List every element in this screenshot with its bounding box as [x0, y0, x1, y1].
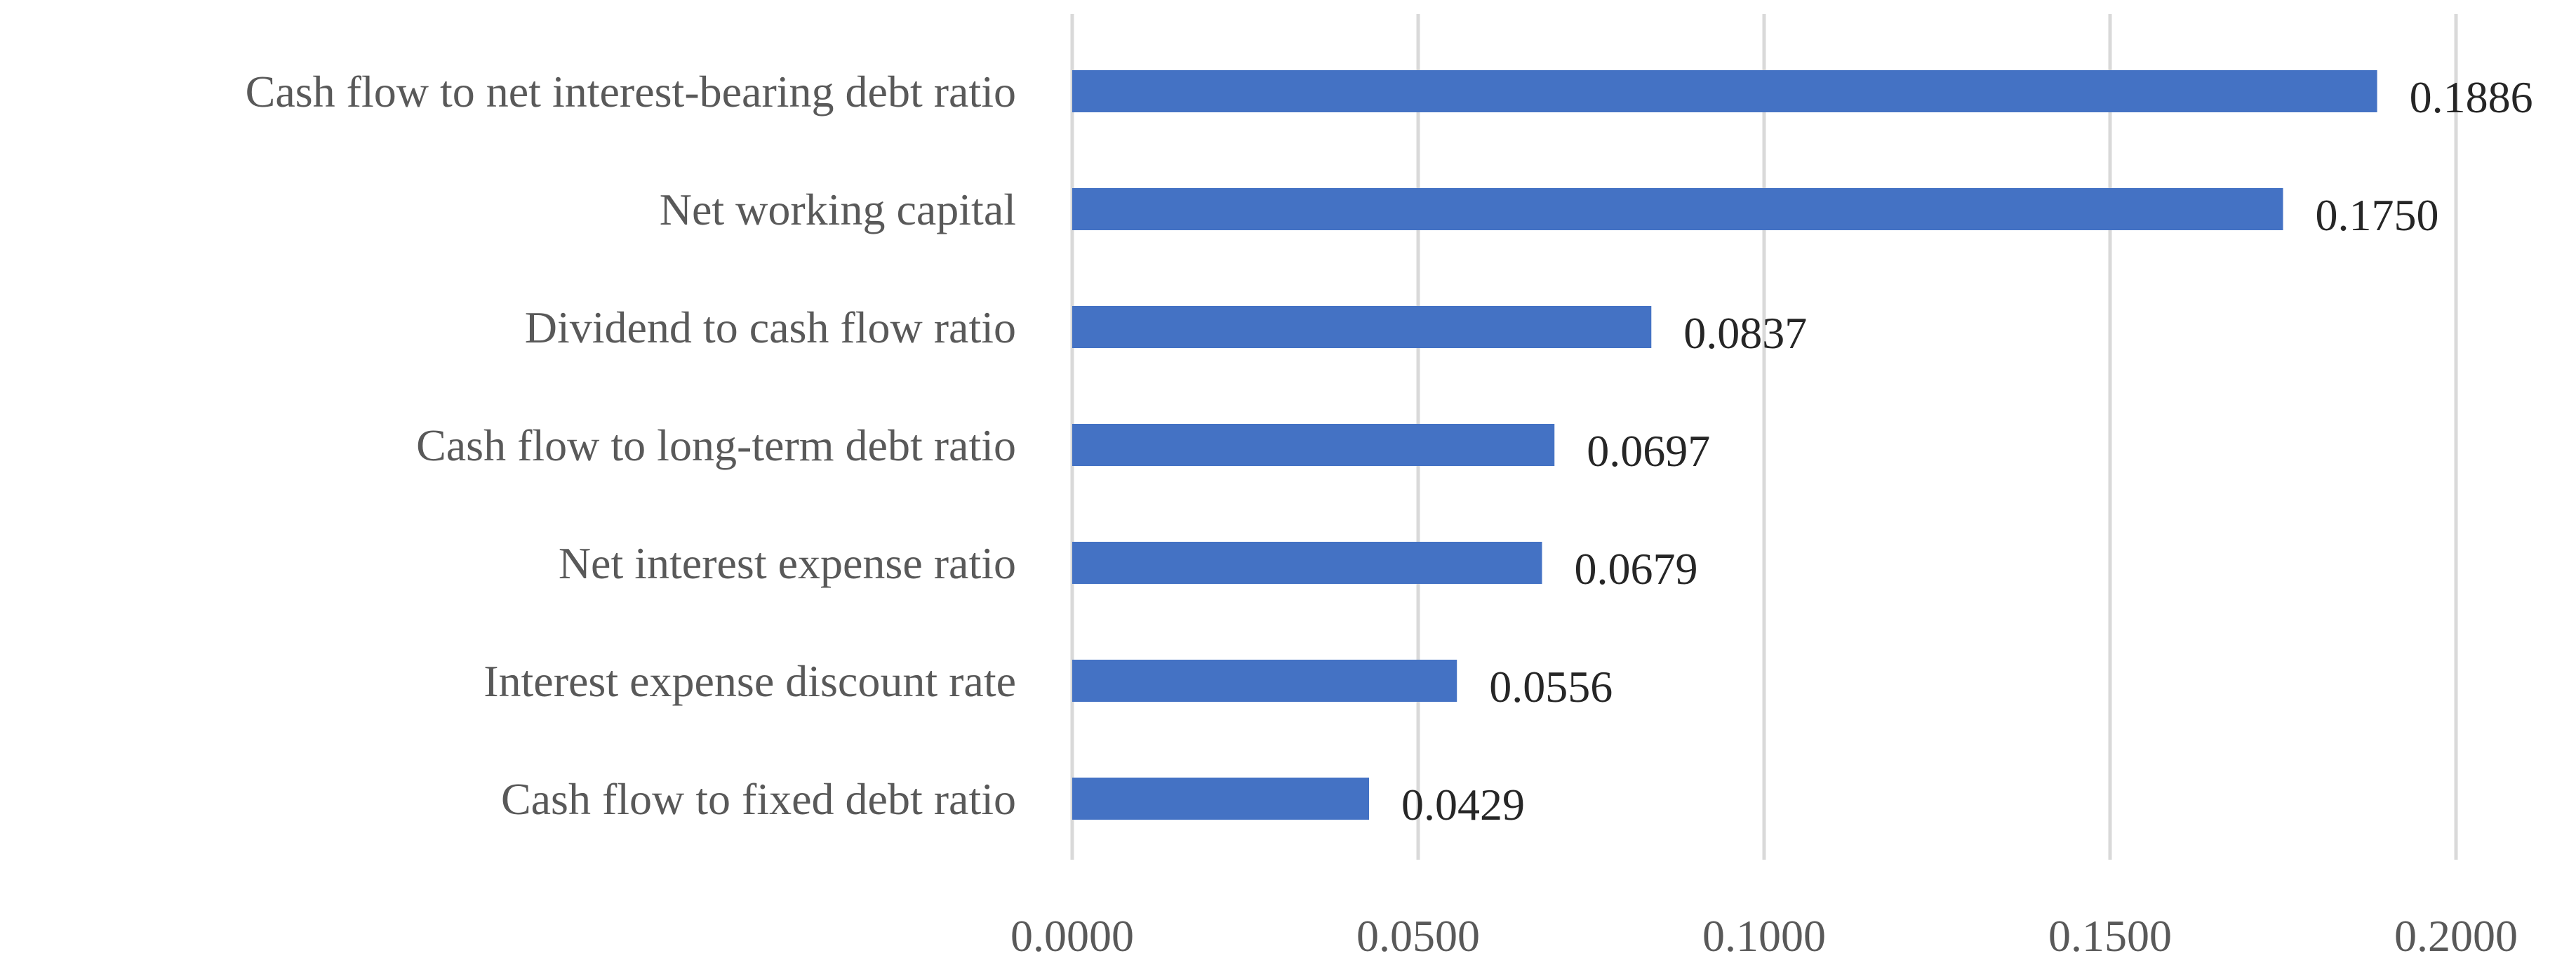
category-label: Dividend to cash flow ratio — [525, 302, 1016, 352]
data-label: 0.1750 — [2316, 190, 2439, 240]
category-labels: Cash flow to net interest-bearing debt r… — [246, 67, 1016, 824]
bar — [1072, 188, 2283, 230]
data-label: 0.0429 — [1401, 780, 1525, 830]
data-label: 0.0837 — [1683, 308, 1807, 358]
category-label: Net working capital — [660, 185, 1016, 234]
x-tick-label: 0.0500 — [1356, 911, 1480, 961]
data-labels: 0.1886 0.1750 0.0837 0.0697 0.0679 0.0556 0.04… — [1401, 72, 2533, 830]
data-label: 0.0679 — [1574, 544, 1697, 594]
category-label: Cash flow to long-term debt ratio — [416, 420, 1016, 470]
data-label: 0.0556 — [1489, 662, 1613, 712]
category-label: Cash flow to fixed debt ratio — [501, 774, 1016, 824]
bar — [1072, 660, 1457, 702]
bar — [1072, 778, 1369, 820]
category-label: Net interest expense ratio — [559, 538, 1016, 588]
x-tick-label: 0.2000 — [2394, 911, 2518, 961]
x-tick-label: 0.1500 — [2048, 911, 2172, 961]
data-label: 0.0697 — [1587, 426, 1710, 476]
category-label: Interest expense discount rate — [483, 656, 1016, 706]
x-axis-tick-labels: 0.0000 0.0500 0.1000 0.1500 0.2000 — [1010, 911, 2518, 961]
bar — [1072, 70, 2377, 112]
bars — [1072, 70, 2377, 820]
bar — [1072, 424, 1555, 466]
x-tick-label: 0.1000 — [1702, 911, 1826, 961]
gridlines — [1070, 14, 2458, 860]
bar — [1072, 306, 1652, 348]
x-tick-label: 0.0000 — [1010, 911, 1134, 961]
data-label: 0.1886 — [2410, 72, 2533, 122]
category-label: Cash flow to net interest-bearing debt r… — [246, 67, 1016, 116]
bar — [1072, 542, 1542, 584]
